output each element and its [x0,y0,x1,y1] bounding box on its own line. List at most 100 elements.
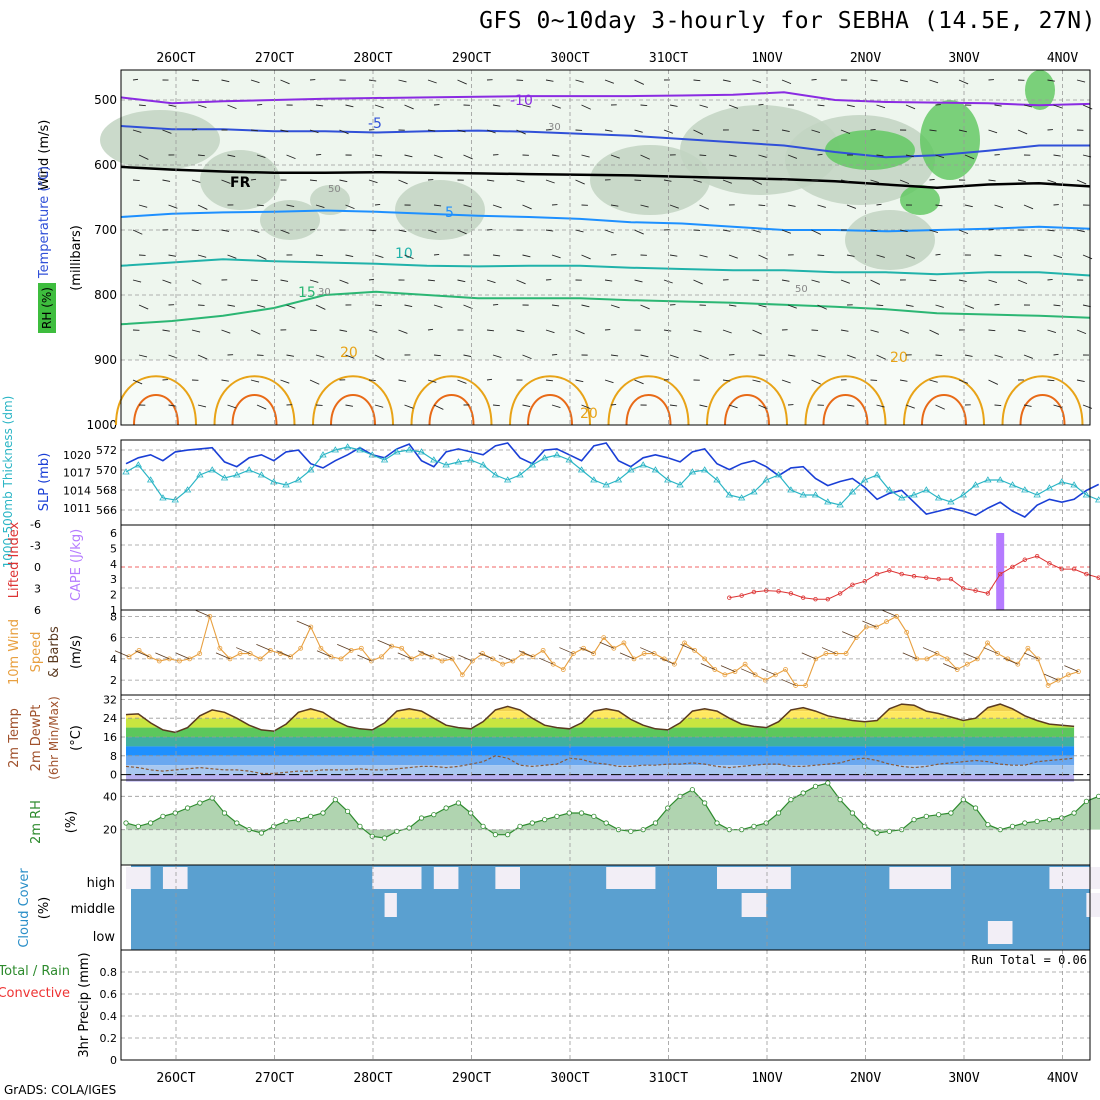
wind-speed-point [692,647,697,653]
thickness-point [491,471,500,478]
x-tick-label-top: 31OCT [649,51,688,66]
thickness-point [405,446,413,453]
wind-barb [374,154,383,157]
rh-point [1034,818,1040,824]
wind-barb [929,329,940,335]
lifted-index-point [1059,566,1064,572]
wind-barb [640,204,649,208]
surface-wind-barb [821,647,837,654]
rh-high-blob [900,185,940,215]
wind-speed-point [510,658,516,664]
thickness-point [553,451,561,458]
wind-barb [345,404,354,407]
wind-barb [132,379,143,385]
wind-barb [1047,379,1055,382]
wind-barb [197,354,208,360]
rh-point [332,797,338,803]
surface-wind-barb [963,652,978,660]
wind-barb [545,329,555,334]
wind-barb [492,404,500,407]
wind-barb [1047,79,1055,82]
wind-barb [811,78,817,81]
thickness-point [1094,496,1100,503]
lifted-index-point [936,576,941,582]
thickness-point [885,486,894,493]
wind-barb [787,204,796,207]
wind-barb [522,254,531,258]
thickness-point [1058,478,1066,485]
wind-barb [398,179,408,185]
wind-barb [634,279,643,283]
warm-contour [903,375,985,426]
surface-wind-barb [337,644,352,651]
wind-barb [840,329,849,332]
lifted-index-point [1010,564,1015,570]
rh-point [751,823,757,829]
wind-barb [994,303,1000,306]
surface-wind-barb [518,650,534,658]
wind-barb [935,304,944,308]
rh-point [1083,798,1089,804]
clear-sky-gap [433,867,459,889]
y-tick-label-slp: 1020 [63,449,91,462]
y-axis-label: Speed [29,632,44,673]
wind-barb [433,304,443,308]
wind-barb [1076,379,1085,383]
wind-barb [722,79,731,83]
y-tick-label: 572 [96,444,117,457]
wind-speed-point [328,654,334,660]
temp-band [126,711,1075,719]
wind-barb [964,204,973,208]
wind-barb [486,179,495,182]
contour-label: 10 [395,246,413,262]
wind-barb [604,129,613,132]
wind-barb [693,129,704,135]
y-tick-label: 3 [34,583,41,596]
thickness-point [343,443,352,450]
thickness-point [922,486,931,493]
cloud-level-label: middle [71,902,115,917]
wind-barb [457,129,466,133]
wind-speed-point [954,667,960,672]
wind-barb [634,229,644,235]
y-axis-label: Total / Rain [0,964,70,979]
surface-wind-barb [417,650,433,658]
thickness-point [713,476,721,483]
surface-wind-barb [478,652,493,660]
wind-speed-point [823,651,829,656]
wind-speed-point [793,683,798,688]
surface-wind-barb [943,663,958,670]
wind-barb [964,304,975,309]
wind-speed-point [964,661,970,667]
rh-point [665,805,671,811]
surface-wind-barb [882,610,897,617]
wind-barb [693,179,702,183]
wind-barb [339,179,348,183]
wind-barb [988,179,996,182]
wind-speed-point [389,643,395,649]
rh-point [1022,820,1028,826]
wind-barb [581,404,591,410]
wind-speed-point [591,651,596,656]
thickness-point [196,471,204,478]
x-tick-label-bottom: 2NOV [850,1071,881,1086]
rh-point [1096,793,1100,799]
dewpoint-series-line [125,755,1075,775]
wind-barb [309,179,317,182]
wind-speed-point [318,645,324,651]
y-axis-label: Temperature (°C) [37,166,52,279]
contour-label: FR [230,175,251,191]
y-axis-label: CAPE (J/kg) [69,529,84,601]
wind-barb [958,79,969,85]
surface-wind-barb [660,657,675,665]
panel-frame [120,524,1091,611]
y-tick-label: 0 [110,769,117,782]
rh-point [849,810,856,816]
rh-low-band [121,829,1090,865]
wind-barb [988,279,998,283]
y-tick-label: 0.6 [100,988,118,1001]
surface-wind-barb [458,654,473,662]
rh-area [126,783,1100,838]
wind-barb [250,329,261,335]
wind-speed-point [267,647,273,653]
